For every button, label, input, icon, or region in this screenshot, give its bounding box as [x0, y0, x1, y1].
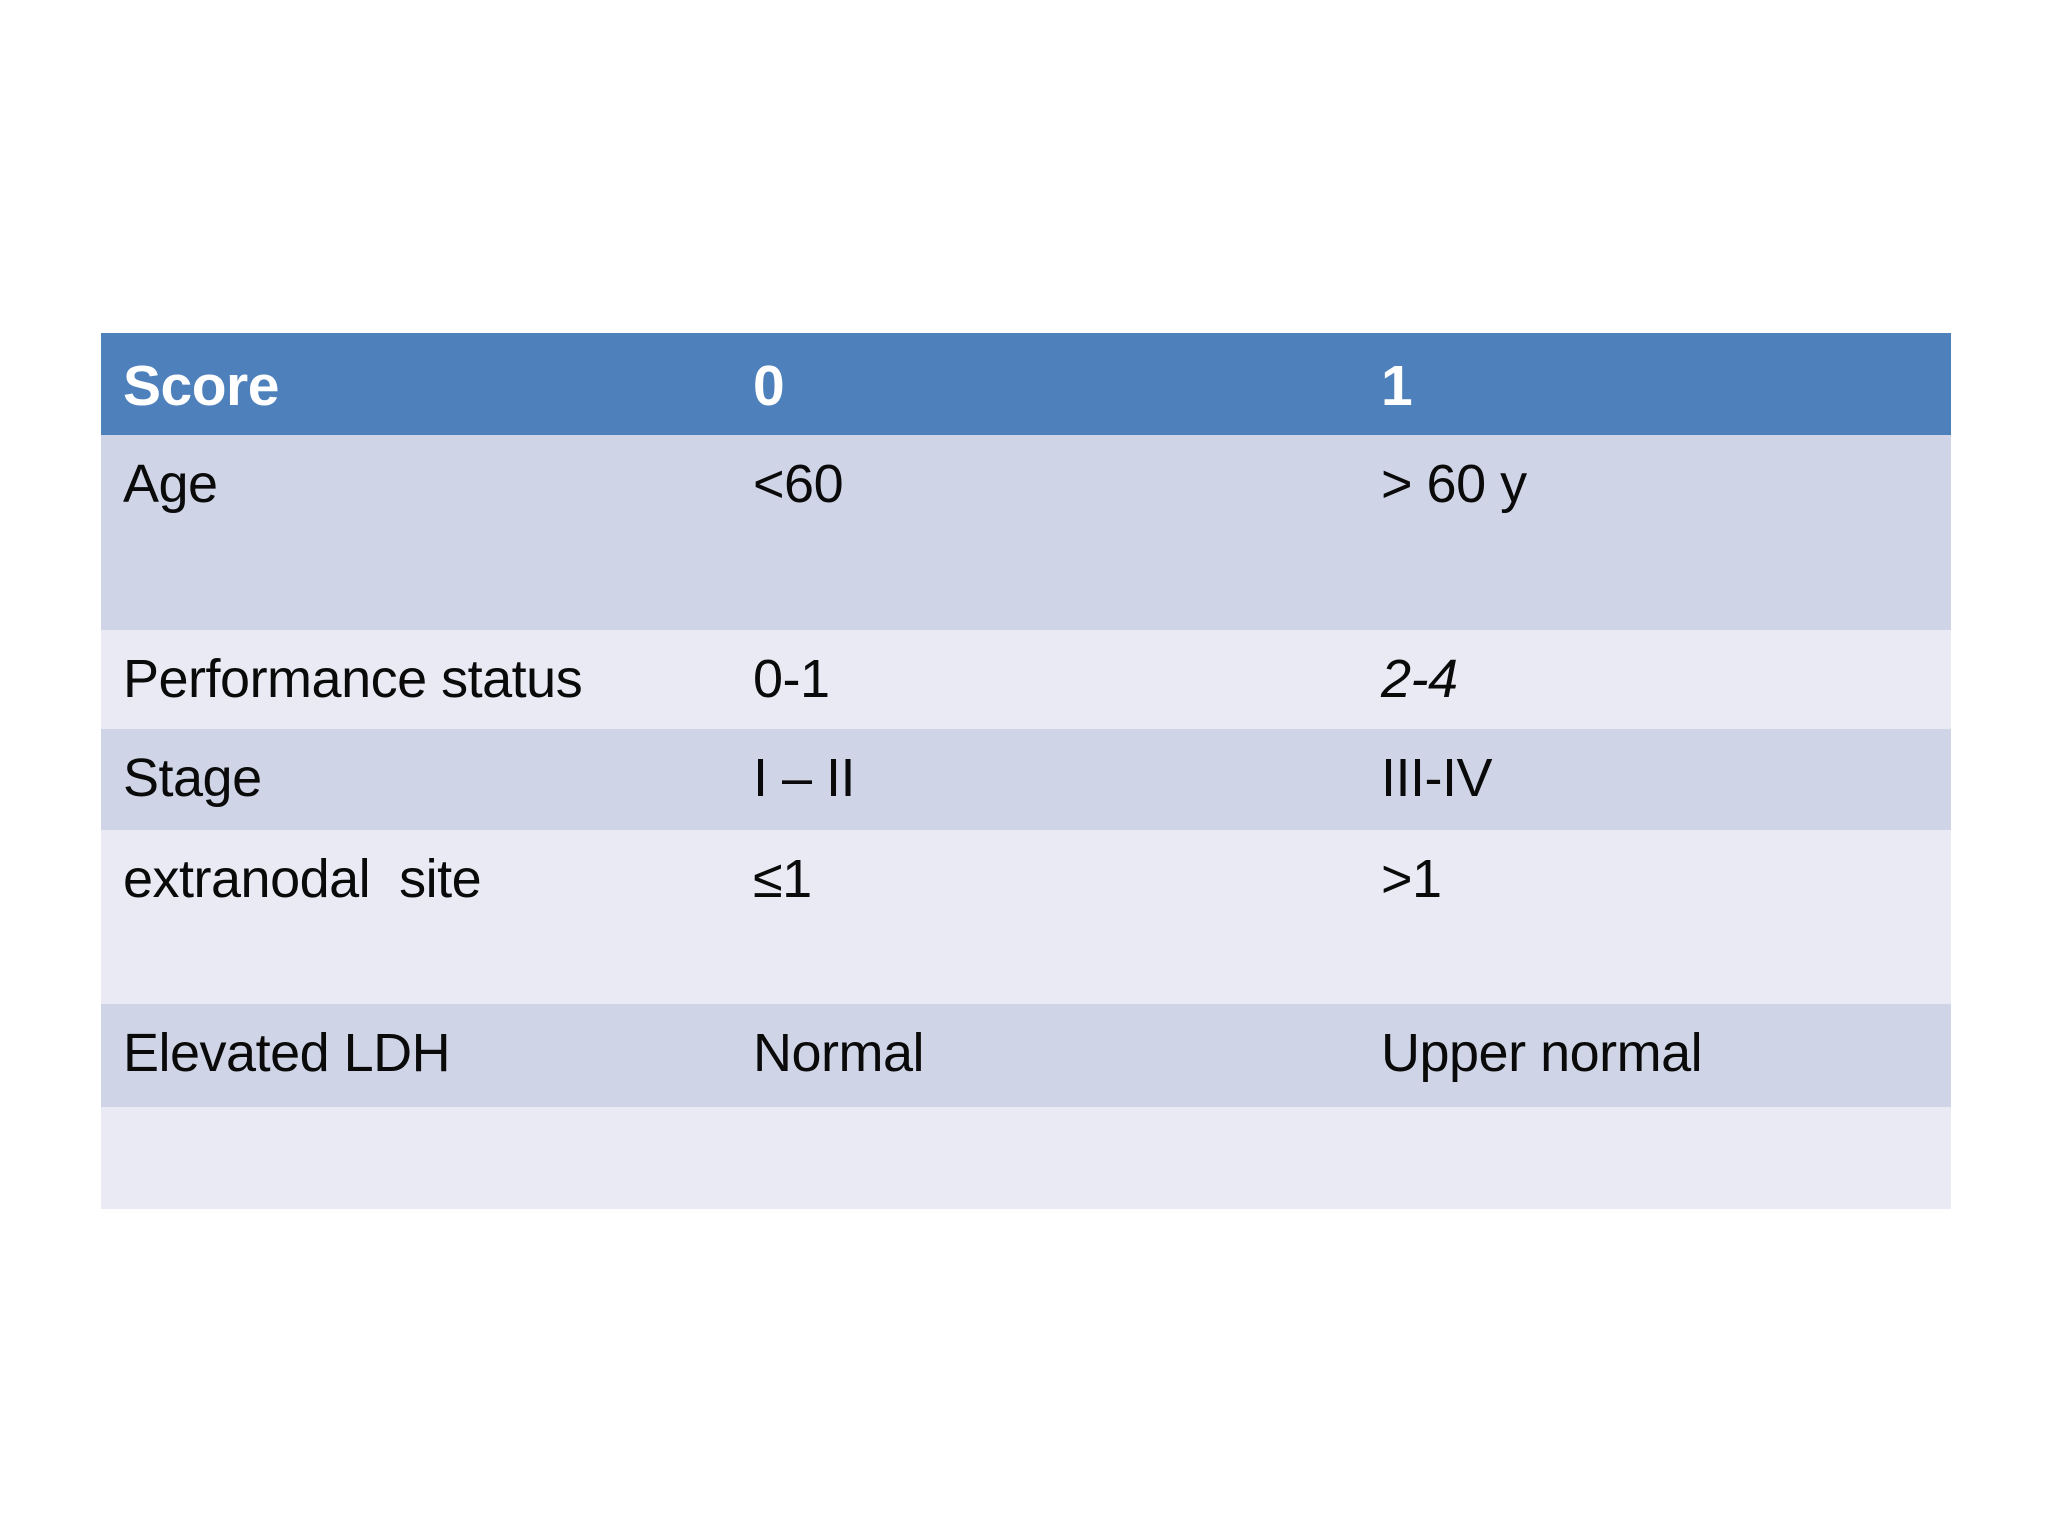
row-label: Age — [101, 435, 731, 630]
table-row-performance-status: Performance status 0-1 2-4 — [101, 630, 1951, 729]
score0-cell: <60 — [731, 435, 1359, 630]
score0-cell — [731, 1107, 1359, 1209]
header-cell-0: 0 — [731, 333, 1359, 435]
score1-cell: >1 — [1359, 830, 1951, 1004]
score1-cell: 2-4 — [1359, 630, 1951, 729]
table-row-stage: Stage I – II III-IV — [101, 729, 1951, 830]
row-label — [101, 1107, 731, 1209]
score1-cell: III-IV — [1359, 729, 1951, 830]
table-row-age: Age <60 > 60 y — [101, 435, 1951, 630]
row-label: extranodal site — [101, 830, 731, 1004]
score1-cell: Upper normal — [1359, 1004, 1951, 1107]
table-row-extranodal-site: extranodal site ≤1 >1 — [101, 830, 1951, 1004]
score0-cell: 0-1 — [731, 630, 1359, 729]
score0-cell: ≤1 — [731, 830, 1359, 1004]
row-label: Elevated LDH — [101, 1004, 731, 1107]
row-label: Performance status — [101, 630, 731, 729]
header-cell-1: 1 — [1359, 333, 1951, 435]
table-row-empty — [101, 1107, 1951, 1209]
row-label: Stage — [101, 729, 731, 830]
score0-cell: I – II — [731, 729, 1359, 830]
table-row-elevated-ldh: Elevated LDH Normal Upper normal — [101, 1004, 1951, 1107]
header-cell-score: Score — [101, 333, 731, 435]
score1-cell — [1359, 1107, 1951, 1209]
score0-cell: Normal — [731, 1004, 1359, 1107]
prognostic-score-table: Score 0 1 Age <60 > 60 y Performance sta… — [101, 333, 1951, 1209]
score1-cell: > 60 y — [1359, 435, 1951, 630]
table-header-row: Score 0 1 — [101, 333, 1951, 435]
